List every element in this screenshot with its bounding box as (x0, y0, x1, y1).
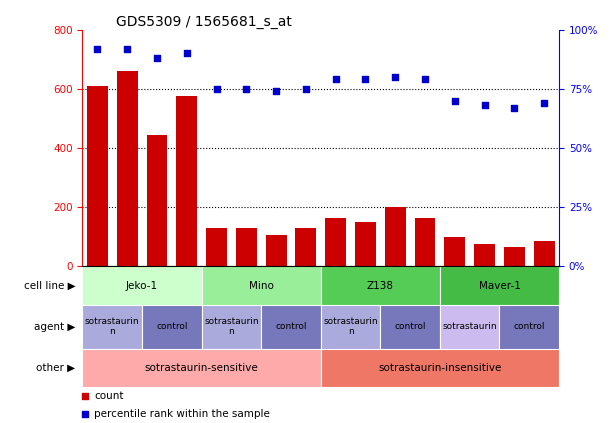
Text: control: control (394, 322, 426, 331)
FancyBboxPatch shape (142, 266, 172, 296)
Point (80, 393, 90, 399)
Text: other ▶: other ▶ (36, 363, 75, 373)
FancyBboxPatch shape (440, 305, 500, 349)
FancyBboxPatch shape (321, 349, 559, 387)
Text: Z138: Z138 (367, 280, 394, 291)
Point (331, 76, 340, 83)
FancyBboxPatch shape (202, 305, 262, 349)
Text: GDS5309 / 1565681_s_at: GDS5309 / 1565681_s_at (116, 14, 291, 29)
FancyBboxPatch shape (380, 266, 410, 296)
Text: agent ▶: agent ▶ (34, 322, 75, 332)
FancyBboxPatch shape (291, 266, 321, 296)
Point (420, 76, 430, 83)
Point (450, 97, 459, 104)
Bar (444, 237, 465, 266)
Bar (415, 217, 436, 266)
Point (510, 104, 519, 111)
Text: sotrastaurin
n: sotrastaurin n (85, 317, 139, 336)
Text: sotrastaurin-sensitive: sotrastaurin-sensitive (145, 363, 258, 373)
Point (92, 45, 102, 52)
FancyBboxPatch shape (82, 266, 202, 305)
Bar (266, 235, 287, 266)
FancyBboxPatch shape (82, 349, 321, 387)
Bar (147, 135, 167, 266)
Point (80, 411, 90, 418)
FancyBboxPatch shape (82, 305, 142, 349)
FancyBboxPatch shape (380, 305, 440, 349)
FancyBboxPatch shape (440, 266, 559, 305)
FancyBboxPatch shape (500, 305, 559, 349)
Point (122, 45, 132, 52)
Bar (355, 222, 376, 266)
FancyBboxPatch shape (321, 305, 380, 349)
Bar (206, 228, 227, 266)
FancyBboxPatch shape (82, 266, 112, 296)
FancyBboxPatch shape (202, 266, 321, 305)
Text: cell line ▶: cell line ▶ (24, 280, 75, 291)
FancyBboxPatch shape (440, 266, 470, 296)
Text: control: control (156, 322, 188, 331)
Point (540, 100, 549, 107)
FancyBboxPatch shape (321, 266, 440, 305)
Point (152, 55, 162, 61)
FancyBboxPatch shape (142, 305, 202, 349)
FancyBboxPatch shape (321, 266, 351, 296)
Bar (325, 217, 346, 266)
Text: control: control (513, 322, 545, 331)
Bar (177, 96, 197, 266)
Point (480, 102, 489, 109)
Point (301, 85, 311, 92)
Text: Maver-1: Maver-1 (478, 280, 521, 291)
Text: Mino: Mino (249, 280, 274, 291)
Bar (385, 207, 406, 266)
FancyBboxPatch shape (232, 266, 262, 296)
FancyBboxPatch shape (262, 305, 321, 349)
Point (360, 76, 370, 83)
FancyBboxPatch shape (500, 266, 529, 296)
Point (390, 74, 400, 80)
Text: sotrastaurin
n: sotrastaurin n (204, 317, 258, 336)
Bar (236, 228, 257, 266)
Text: count: count (95, 391, 124, 401)
Text: control: control (275, 322, 307, 331)
FancyBboxPatch shape (410, 266, 440, 296)
Point (241, 85, 251, 92)
Text: sotrastaurin-insensitive: sotrastaurin-insensitive (378, 363, 502, 373)
Bar (87, 86, 108, 266)
Point (271, 88, 281, 95)
FancyBboxPatch shape (351, 266, 380, 296)
Bar (117, 71, 137, 266)
Text: Jeko-1: Jeko-1 (126, 280, 158, 291)
FancyBboxPatch shape (112, 266, 142, 296)
Bar (504, 247, 525, 266)
Bar (296, 228, 316, 266)
Bar (534, 241, 555, 266)
FancyBboxPatch shape (262, 266, 291, 296)
FancyBboxPatch shape (172, 266, 202, 296)
Text: sotrastaurin
n: sotrastaurin n (323, 317, 378, 336)
FancyBboxPatch shape (529, 266, 559, 296)
Point (211, 85, 221, 92)
FancyBboxPatch shape (470, 266, 500, 296)
Text: sotrastaurin: sotrastaurin (442, 322, 497, 331)
Text: percentile rank within the sample: percentile rank within the sample (95, 409, 270, 419)
Bar (474, 244, 495, 266)
FancyBboxPatch shape (202, 266, 232, 296)
Point (182, 50, 192, 57)
